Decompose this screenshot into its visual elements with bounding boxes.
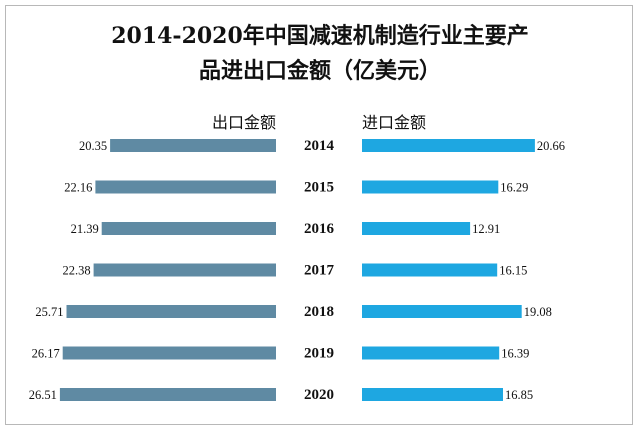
export-bar-2020 (59, 388, 277, 401)
import-bar-2020 (362, 388, 503, 401)
import-bar-2018 (362, 305, 522, 318)
import-bar-2017 (362, 263, 498, 277)
chart-title-line-1: 2014-2020年中国减速机制造行业主要产 (111, 23, 529, 49)
year-label-2019: 2019 (304, 346, 334, 362)
import-value-label-2016: 12.91 (472, 222, 500, 236)
chart-title-line-2: 品进出口金额（亿美元） (199, 58, 441, 84)
import-value-label-2020: 16.85 (505, 388, 533, 402)
export-value-label-2014: 20.35 (79, 139, 107, 153)
export-value-label-2015: 22.16 (64, 181, 92, 195)
export-value-label-2016: 21.39 (71, 222, 99, 236)
export-value-label-2020: 26.51 (29, 388, 57, 402)
export-value-label-2019: 26.17 (32, 347, 60, 361)
import-value-label-2014: 20.66 (537, 139, 565, 153)
bars-group: 2014 20.35 20.66 2015 22.16 16.29 2016 21.39 12.… (29, 138, 565, 403)
export-bar-2017 (93, 263, 276, 277)
export-value-label-2018: 25.71 (35, 305, 63, 319)
import-value-label-2015: 16.29 (500, 181, 528, 195)
year-label-2020: 2020 (304, 387, 334, 403)
year-label-2018: 2018 (304, 304, 334, 320)
import-bar-2014 (362, 139, 535, 152)
export-bar-2014 (110, 139, 276, 152)
import-value-label-2018: 19.08 (524, 305, 552, 319)
export-bar-2019 (62, 346, 277, 360)
legend-import: 进口金额 (362, 113, 426, 132)
year-label-2015: 2015 (304, 180, 334, 196)
legend-export: 出口金额 (212, 113, 276, 132)
export-bar-2015 (95, 180, 277, 194)
export-bar-2018 (66, 305, 276, 318)
year-label-2017: 2017 (304, 263, 335, 279)
import-value-label-2019: 16.39 (501, 347, 529, 361)
export-value-label-2017: 22.38 (62, 264, 90, 278)
import-value-label-2017: 16.15 (499, 264, 527, 278)
export-bar-2016 (101, 222, 276, 235)
import-bar-2016 (362, 222, 471, 235)
year-label-2014: 2014 (304, 138, 335, 154)
import-bar-2019 (362, 346, 500, 360)
import-bar-2015 (362, 180, 499, 194)
year-label-2016: 2016 (304, 221, 335, 237)
